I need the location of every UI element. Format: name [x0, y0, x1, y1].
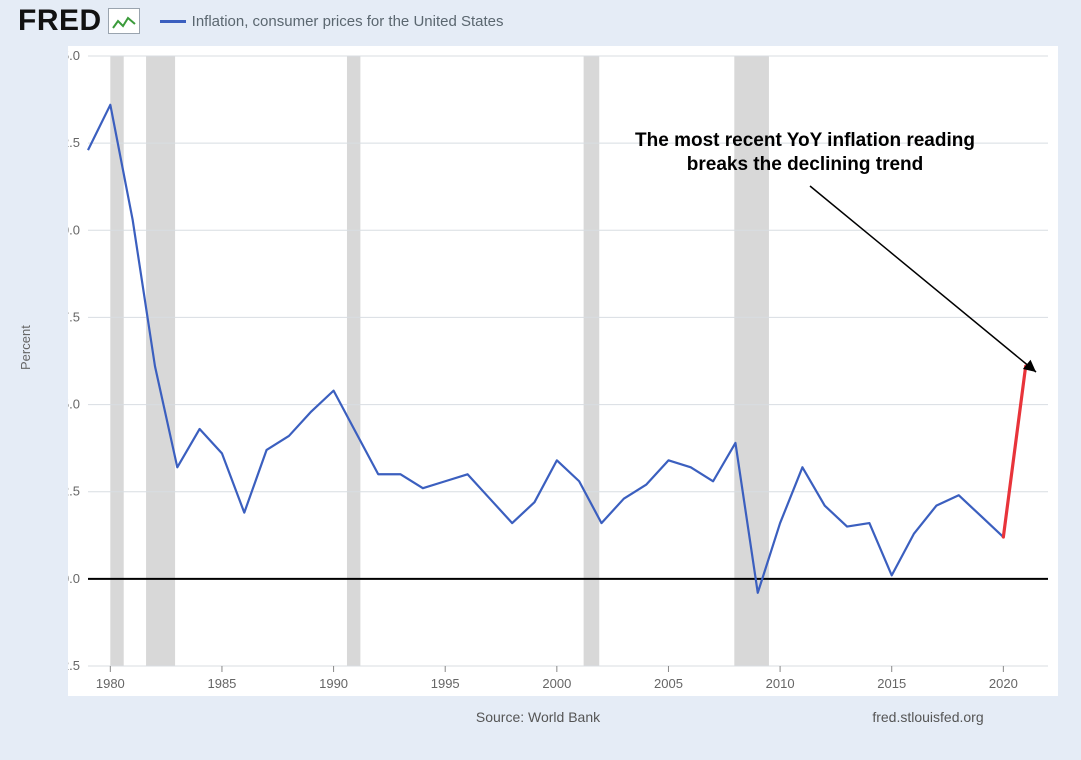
highlight-line	[1003, 366, 1025, 537]
chart-svg: -2.5 0.0 2.5 5.0 7.5 10.0 12.5 15.0 1980 1985 1990…	[68, 46, 1058, 746]
fred-logo: FRED	[18, 4, 102, 38]
y-tick-label: 10.0	[68, 222, 80, 237]
annotation-line2: breaks the declining trend	[687, 154, 924, 175]
y-tick-label: 7.5	[68, 309, 80, 324]
source-label: Source: World Bank	[476, 709, 601, 725]
chart-icon	[108, 8, 140, 34]
x-tick-label: 2000	[542, 676, 571, 691]
recession-band	[146, 56, 175, 666]
legend-swatch	[160, 20, 186, 23]
inflation-line	[88, 105, 1026, 593]
x-tick-label: 2010	[766, 676, 795, 691]
chart-header: FRED Inflation, consumer prices for the …	[18, 4, 504, 38]
recession-band	[110, 56, 123, 666]
y-tick-label: -2.5	[68, 658, 80, 673]
site-label: fred.stlouisfed.org	[872, 709, 983, 725]
x-tick-label: 1995	[431, 676, 460, 691]
y-tick-label: 0.0	[68, 571, 80, 586]
legend-label: Inflation, consumer prices for the Unite…	[192, 13, 504, 30]
y-tick-label: 2.5	[68, 484, 80, 499]
y-tick-label: 5.0	[68, 397, 80, 412]
x-tick-label: 1990	[319, 676, 348, 691]
y-axis-title: Percent	[18, 325, 33, 370]
annotation-arrow	[810, 186, 1036, 372]
x-tick-label: 2005	[654, 676, 683, 691]
x-tick-label: 1985	[207, 676, 236, 691]
plot-area: -2.5 0.0 2.5 5.0 7.5 10.0 12.5 15.0 1980 1985 1990…	[68, 46, 1058, 696]
x-tick-label: 2020	[989, 676, 1018, 691]
legend: Inflation, consumer prices for the Unite…	[160, 13, 504, 30]
y-tick-label: 15.0	[68, 48, 80, 63]
recession-band	[347, 56, 360, 666]
recession-band	[584, 56, 600, 666]
y-tick-label: 12.5	[68, 135, 80, 150]
x-tick-label: 2015	[877, 676, 906, 691]
x-tick-label: 1980	[96, 676, 125, 691]
annotation-line1: The most recent YoY inflation reading	[635, 130, 975, 151]
